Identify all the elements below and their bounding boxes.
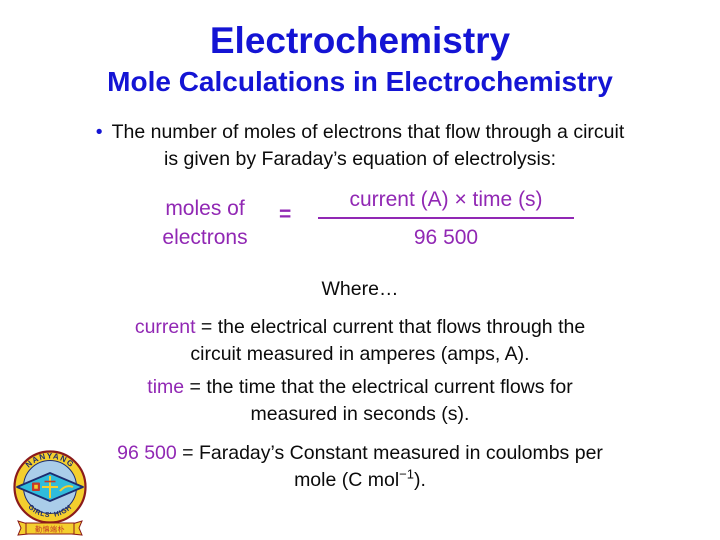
slide-subtitle: Mole Calculations in Electrochemistry [107,66,613,97]
formula-lhs: moles of electrons [140,194,270,252]
formula-numerator: current (A) × time (s) [349,188,543,211]
definition-current: current = the electrical current that fl… [0,314,720,368]
intro-line-2: is given by Faraday’s equation of electr… [163,148,556,170]
slide-title: Electrochemistry [209,20,511,61]
faraday-unit-exponent: −1 [399,466,414,482]
formula-fraction: current (A) × time (s) 96 500 [318,188,574,250]
bullet-marker: • [95,121,103,143]
formula-equals-sign: = [279,203,292,226]
formula-lhs-line-2: electrons [162,226,248,249]
definition-faraday-line-1: 96 500 = Faraday’s Constant measured in … [0,440,720,467]
faraday-unit-post: ). [414,469,426,491]
term-faraday-constant: 96 500 [117,442,177,464]
formula-denominator: 96 500 [413,226,479,249]
formula-lhs-line-1: moles of [165,197,245,220]
definition-faraday-constant: 96 500 = Faraday’s Constant measured in … [0,440,720,494]
definition-time-text: = the time that the electrical current f… [184,376,573,398]
intro-line-1-text: The number of moles of electrons that fl… [111,121,625,143]
school-crest-logo: NANYANG GIRLS' HIGH 勤慎端朴 [13,450,87,536]
intro-line-1: • The number of moles of electrons that f… [0,119,720,146]
crest-emblem-right-swoosh [59,485,74,492]
faraday-unit-pre: mole (C mol [294,469,400,491]
intro-paragraph: • The number of moles of electrons that f… [0,119,720,173]
definition-time-line-2: measured in seconds (s). [250,403,470,425]
definition-current-line-1: current = the electrical current that fl… [0,314,720,341]
term-current: current [134,316,196,338]
crest-ribbon-band [25,522,75,535]
definition-current-text: = the electrical current that flows thro… [195,316,586,338]
definition-current-line-2: circuit measured in amperes (amps, A). [190,343,530,365]
definition-time: time = the time that the electrical curr… [0,374,720,428]
term-time: time [147,376,185,398]
where-label: Where… [321,278,399,300]
fraction-bar [318,217,574,219]
definition-faraday-text: = Faraday’s Constant measured in coulomb… [176,442,603,464]
crest-emblem-yellow-inset [34,484,38,489]
definition-faraday-line-2: mole (C mol−1). [0,467,720,494]
crest-motto-text: 勤慎端朴 [35,525,65,534]
definition-time-line-1: time = the time that the electrical curr… [0,374,720,401]
